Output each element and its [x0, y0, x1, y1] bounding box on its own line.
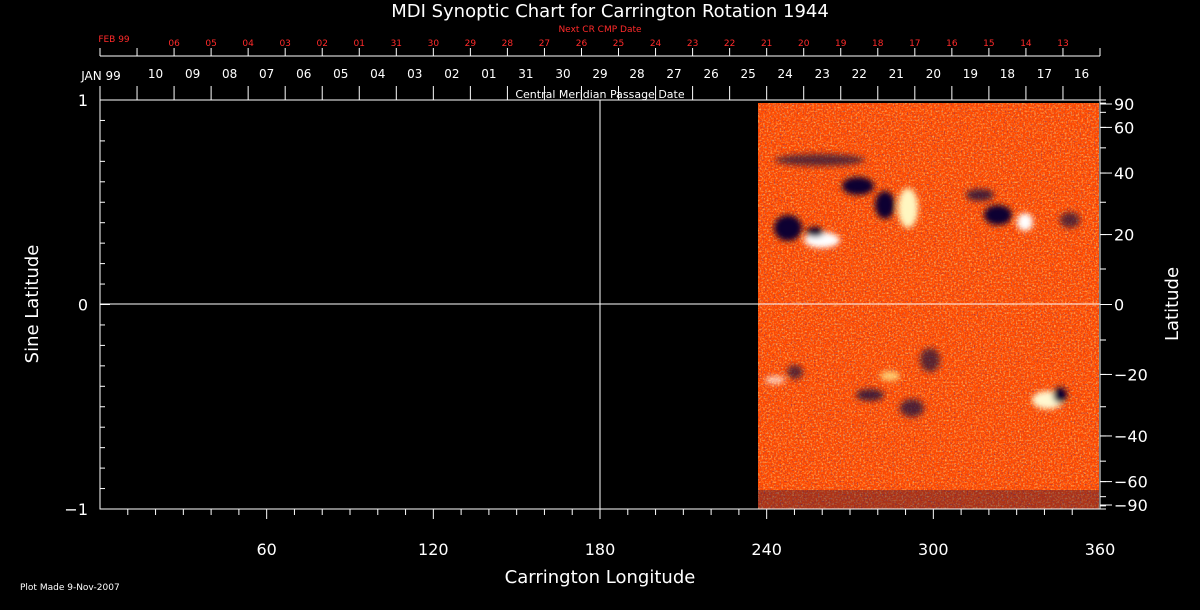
chart-title: MDI Synoptic Chart for Carrington Rotati… — [391, 1, 829, 22]
latitude-tick-label: 40 — [1114, 164, 1134, 183]
next-cr-date-label: 30 — [428, 39, 440, 49]
longitude-tick-label: 180 — [585, 540, 616, 559]
sine-latitude-tick-label: 1 — [78, 91, 88, 110]
cmp-ticks — [99, 86, 1101, 100]
latitude-tick-label: 90 — [1114, 95, 1134, 114]
latitude-tick-label: 20 — [1114, 226, 1134, 245]
longitude-tick-label: 120 — [418, 540, 449, 559]
next-cr-axis-label: Next CR CMP Date — [558, 25, 642, 35]
next-cr-date-label: 29 — [465, 39, 477, 49]
next-cr-start-label: FEB 99 — [98, 35, 130, 45]
cmp-date-label: 31 — [518, 67, 533, 81]
cmp-date-label: 23 — [815, 67, 830, 81]
cmp-date-label: 04 — [370, 67, 385, 81]
cmp-date-label: 09 — [185, 67, 200, 81]
cmp-date-label: 25 — [741, 67, 756, 81]
cmp-date-label: 06 — [296, 67, 311, 81]
next-cr-date-label: 21 — [761, 39, 772, 49]
cmp-date-label: 21 — [889, 67, 904, 81]
sine-latitude-tick-label: −1 — [64, 500, 88, 519]
latitude-tick-label: −90 — [1114, 496, 1148, 515]
next-cr-date-label: 18 — [872, 39, 884, 49]
cmp-date-label: 01 — [481, 67, 496, 81]
next-cr-date-label: 25 — [613, 39, 624, 49]
next-cr-date-label: 04 — [242, 39, 254, 49]
next-cr-date-label: 03 — [279, 39, 290, 49]
cmp-date-label: 05 — [333, 67, 348, 81]
next-cr-date-label: 16 — [946, 39, 958, 49]
next-cr-date-label: 28 — [502, 39, 514, 49]
cmp-date-label: 19 — [963, 67, 978, 81]
latitude-ticks — [1100, 99, 1112, 510]
cmp-axis-label: Central Meridian Passage Date — [515, 88, 684, 101]
cmp-date-label: 16 — [1074, 67, 1089, 81]
cmp-date-label: 29 — [592, 67, 607, 81]
next-cr-date-label: 17 — [909, 39, 920, 49]
cmp-date-label: 02 — [444, 67, 459, 81]
next-cr-date-label: 20 — [798, 39, 810, 49]
y-axis-label: Sine Latitude — [22, 245, 43, 364]
next-cr-date-label: 31 — [391, 39, 402, 49]
next-cr-date-label: 23 — [687, 39, 698, 49]
longitude-tick-label: 300 — [918, 540, 949, 559]
next-cr-date-label: 14 — [1020, 39, 1032, 49]
cmp-date-label: 26 — [703, 67, 718, 81]
magnetogram-image — [758, 103, 1099, 509]
latitude-tick-label: 60 — [1114, 118, 1134, 137]
longitude-tick-label: 60 — [256, 540, 276, 559]
cmp-date-label: 08 — [222, 67, 237, 81]
next-cr-date-label: 02 — [316, 39, 327, 49]
y2-axis-label: Latitude — [1162, 267, 1183, 341]
next-cr-date-label: 19 — [835, 39, 847, 49]
cmp-date-label: 10 — [148, 67, 163, 81]
longitude-tick-labels: 60 120 180 240 300 360 — [256, 540, 1115, 559]
latitude-tick-label: 0 — [1114, 296, 1124, 315]
x-axis-label: Carrington Longitude — [505, 567, 696, 588]
cmp-date-label: 20 — [926, 67, 941, 81]
longitude-tick-label: 240 — [751, 540, 782, 559]
cmp-date-label: 07 — [259, 67, 274, 81]
cmp-date-label: 30 — [555, 67, 570, 81]
sine-latitude-ticks — [100, 99, 110, 510]
cmp-date-label: 22 — [852, 67, 867, 81]
cmp-date-label: 18 — [1000, 67, 1015, 81]
cmp-date-label: 17 — [1037, 67, 1052, 81]
next-cr-date-label: 06 — [168, 39, 180, 49]
next-cr-date-labels: 06 05 04 03 02 01 31 30 29 28 27 26 25 24 23 22 21 20 19 18… — [168, 39, 1068, 49]
next-cr-date-label: 01 — [354, 39, 365, 49]
next-cr-date-label: 24 — [650, 39, 662, 49]
longitude-tick-label: 360 — [1085, 540, 1116, 559]
next-cr-ticks — [99, 48, 1101, 56]
latitude-tick-label: −60 — [1114, 473, 1148, 492]
cmp-start-label: JAN 99 — [80, 69, 121, 83]
cmp-date-label: 27 — [666, 67, 681, 81]
next-cr-date-label: 15 — [983, 39, 994, 49]
next-cr-date-label: 13 — [1057, 39, 1068, 49]
cmp-date-label: 24 — [778, 67, 793, 81]
latitude-tick-labels: 90 60 40 20 0 −20 −40 −60 −90 — [1114, 95, 1148, 515]
cmp-date-label: 28 — [629, 67, 644, 81]
next-cr-date-label: 26 — [576, 39, 588, 49]
latitude-tick-label: −40 — [1114, 427, 1148, 446]
sine-latitude-tick-labels: 1 0 −1 — [64, 91, 88, 519]
plot-made-footer: Plot Made 9-Nov-2007 — [20, 583, 120, 593]
sine-latitude-tick-label: 0 — [78, 296, 88, 315]
longitude-ticks — [127, 509, 1073, 519]
next-cr-date-label: 22 — [724, 39, 735, 49]
cmp-date-label: 03 — [407, 67, 422, 81]
next-cr-date-label: 05 — [205, 39, 216, 49]
latitude-tick-label: −20 — [1114, 365, 1148, 384]
cmp-date-labels: 10 09 08 07 06 05 04 03 02 01 31 30 29 28 27 26 25 24 23 22… — [148, 67, 1089, 81]
next-cr-date-label: 27 — [539, 39, 550, 49]
